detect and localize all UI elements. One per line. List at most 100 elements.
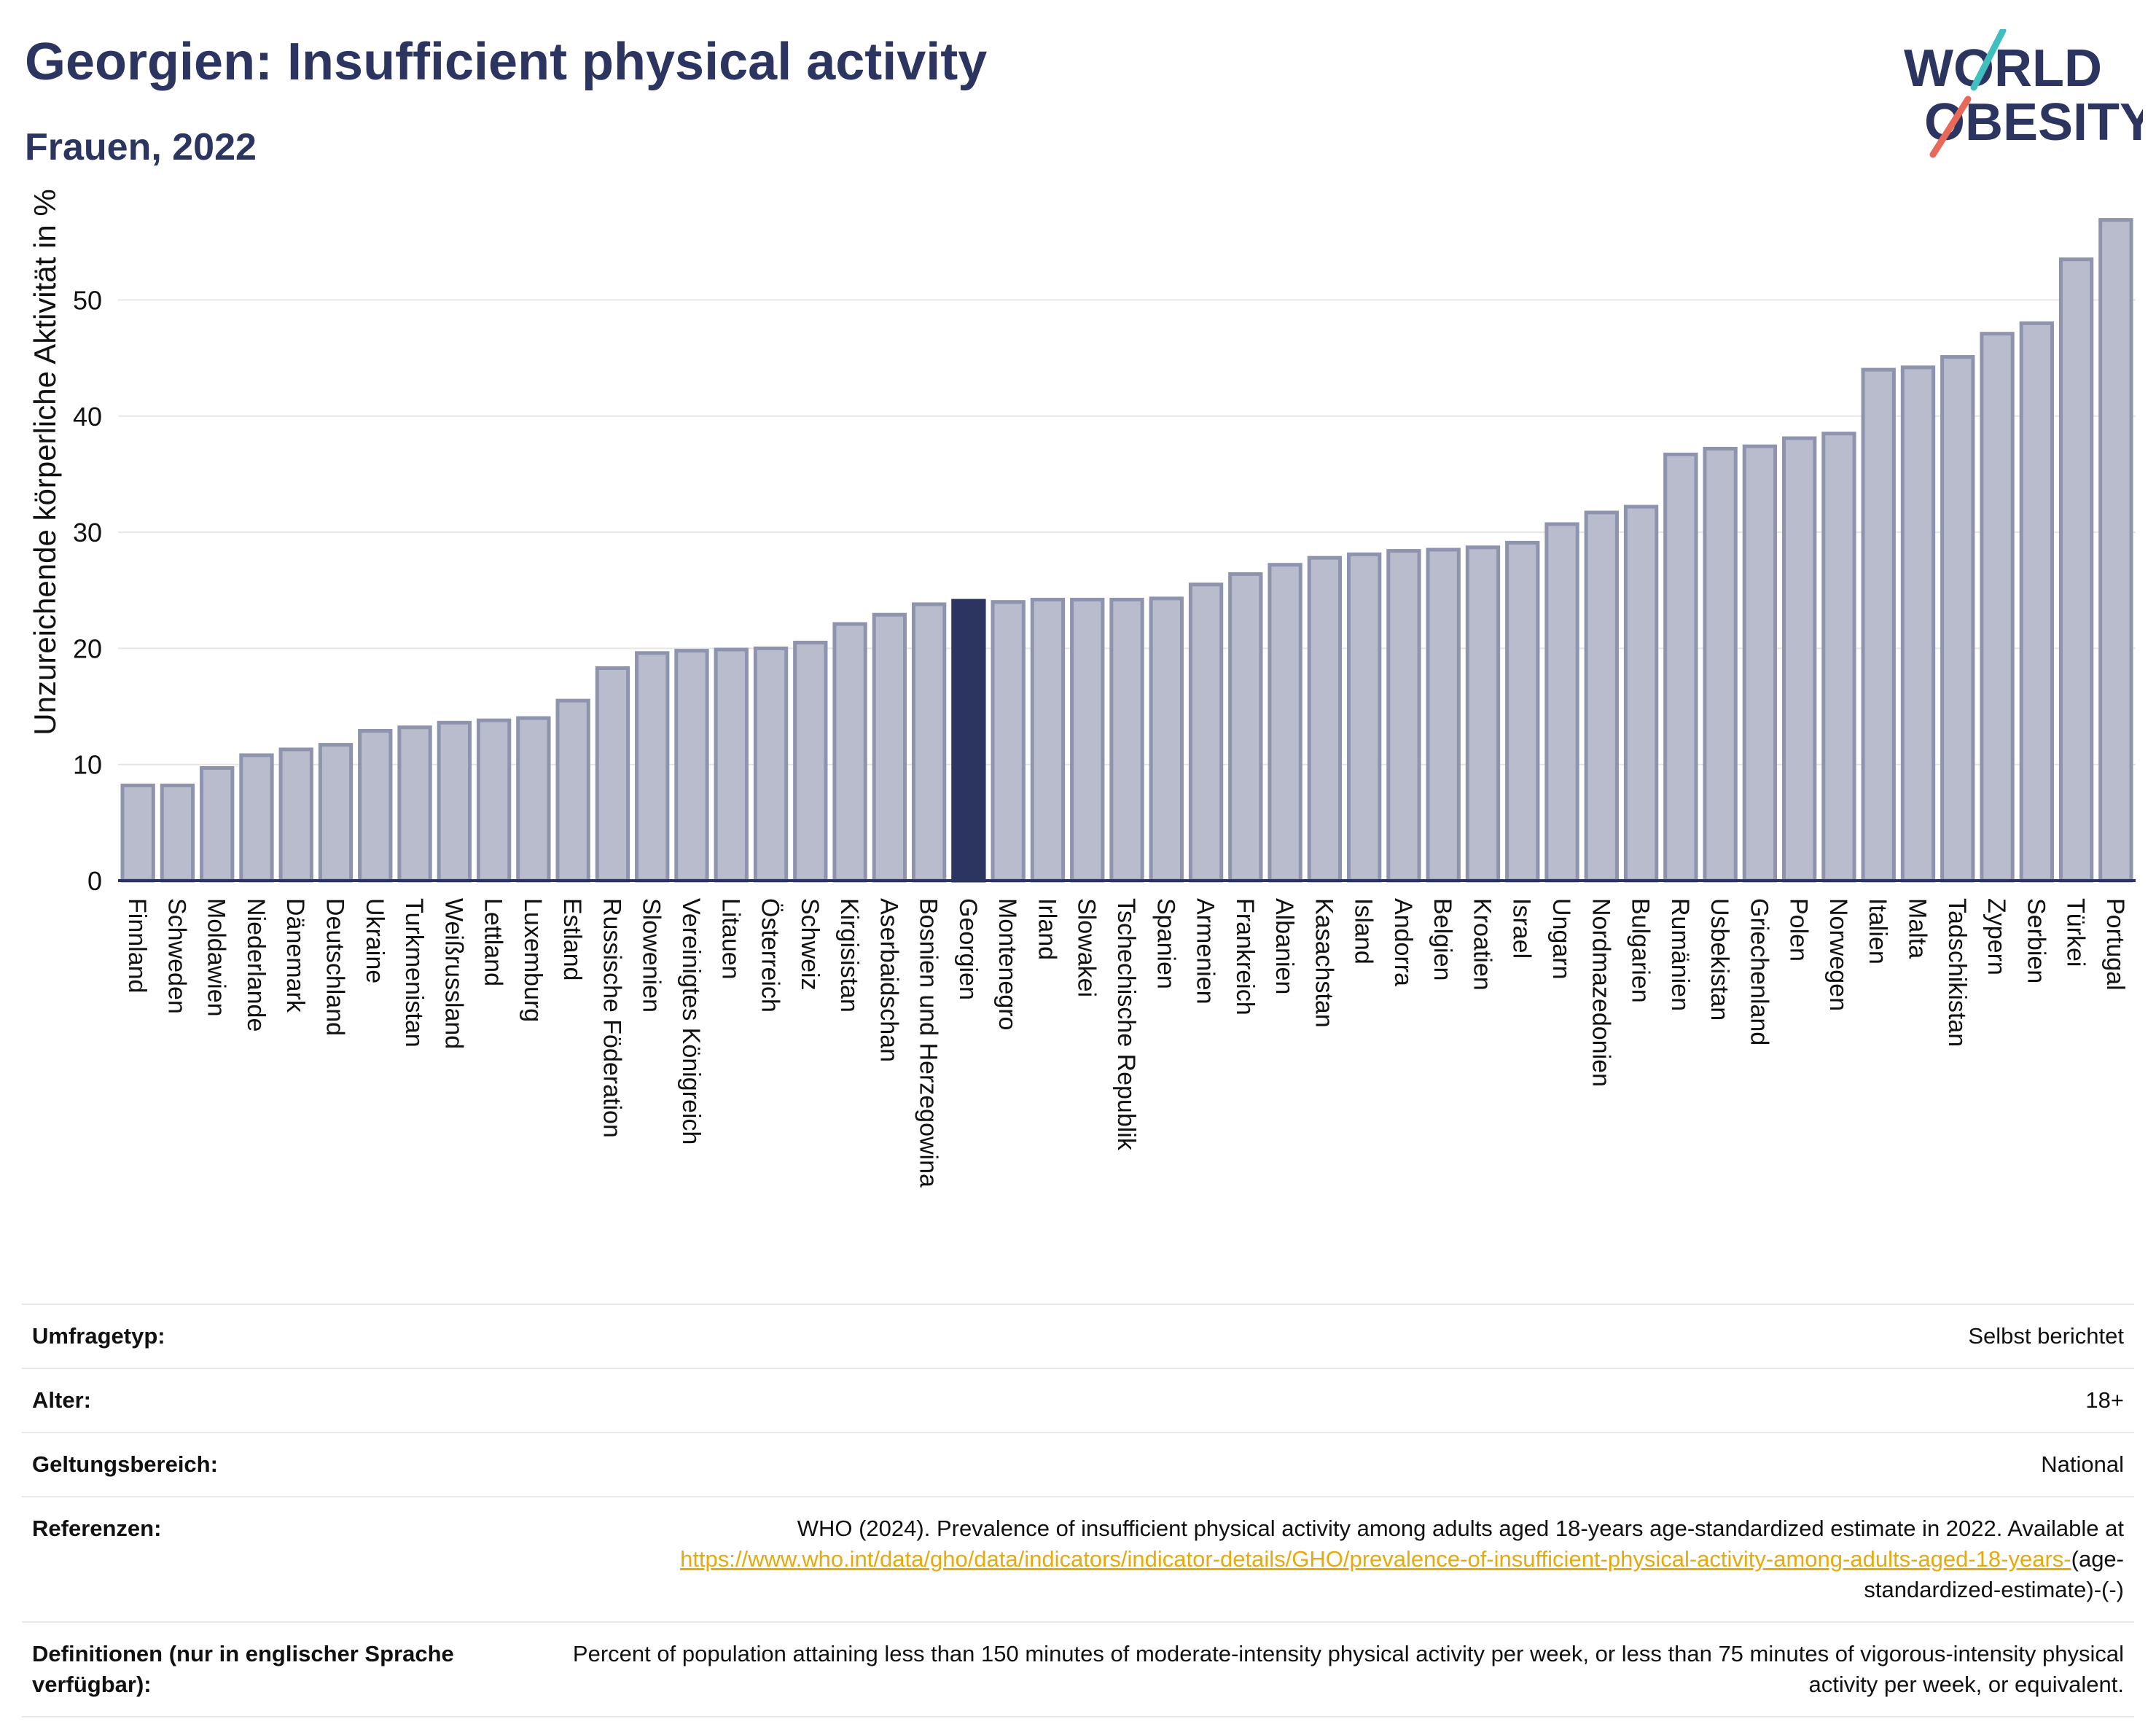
x-tick-label: Usbekistan [1706,898,1733,1021]
bar [1465,545,1501,883]
x-tick-label: Montenegro [993,898,1021,1030]
definitions-key: Definitionen (nur in englischer Sprache … [22,1621,552,1718]
bar [1505,540,1540,883]
bar [160,783,195,883]
y-axis-label: Unzureichende körperliche Aktivität in % [28,189,62,735]
bar [1149,596,1184,883]
x-tick-label: Irland [1033,898,1061,960]
x-tick-label: Griechenland [1745,898,1773,1045]
logo-line2: OBESITY [1924,93,2143,152]
bar [991,600,1026,883]
bar [397,725,432,883]
x-tick-label: Norwegen [1824,898,1852,1011]
bar [1900,365,1936,883]
x-tick-label: Weißrussland [440,898,467,1049]
x-tick-label: Kirgisistan [835,898,863,1013]
meta-value: Selbst berichtet [552,1303,2134,1369]
bar [516,716,551,883]
meta-key: Umfragetyp: [22,1303,552,1369]
bar [714,647,749,883]
y-tick-label: 50 [73,286,102,316]
x-tick-label: Andorra [1389,898,1417,986]
x-tick-label: Ukraine [361,898,388,983]
x-tick-label: Türkei [2062,898,2090,967]
bar [872,612,907,883]
bar [753,646,789,883]
bar [555,698,590,883]
y-tick-label: 0 [87,866,102,896]
meta-row-references: Referenzen: WHO (2024). Prevalence of in… [22,1496,2134,1623]
bar [793,640,828,883]
x-tick-label: Kroatien [1468,898,1496,991]
meta-key: Alter: [22,1368,552,1433]
x-tick-label: Lettland [480,898,507,986]
meta-row-scope: Geltungsbereich: National [22,1432,2134,1497]
bar [1228,572,1263,883]
x-tick-label: Slowakei [1073,898,1101,997]
bar [1188,582,1224,883]
x-tick-label: Frankreich [1231,898,1259,1015]
bar [1980,332,2015,883]
bar [595,666,630,883]
x-tick-label: Malta [1903,898,1931,959]
bar [1346,552,1382,883]
bar [358,729,393,883]
meta-value: 18+ [552,1368,2134,1433]
x-tick-label: Belgien [1429,898,1456,980]
bar [1821,432,1856,883]
bar [1109,597,1144,883]
x-tick-label: Kasachstan [1310,898,1337,1028]
bar [951,599,986,883]
x-tick-label: Österreich [757,898,784,1013]
x-tick-label: Tadschikistan [1943,898,1971,1047]
x-tick-label: Georgien [954,898,982,1000]
bar [1703,446,1738,883]
bar [476,718,512,883]
x-tick-label: Dänemark [281,898,309,1013]
references-key: Referenzen: [22,1496,552,1623]
bar [1426,547,1461,883]
x-tick-label: Italien [1864,898,1891,964]
bar [1386,549,1421,883]
bar [832,622,867,883]
world-obesity-logo: WORLD OBESITY [1904,29,2143,158]
x-tick-label: Deutschland [321,898,349,1036]
bar [1268,563,1302,883]
x-tick-label: Serbien [2022,898,2050,983]
bar [2058,257,2094,883]
logo-line1: WORLD [1904,39,2102,98]
x-tick-label: Moldawien [203,898,230,1017]
x-tick-label: Albanien [1270,898,1298,994]
references-suffix: (age-standardized-estimate)-(-) [1864,1546,2124,1602]
y-tick-label: 20 [73,633,102,663]
bar [1663,452,1698,883]
bar [1030,597,1066,883]
bar [1584,510,1619,883]
references-link[interactable]: https://www.who.int/data/gho/data/indica… [680,1546,2071,1572]
page-title: Georgien: Insufficient physical activity [25,33,988,91]
x-tick-label: Litauen [716,898,744,980]
y-tick-label: 10 [73,750,102,780]
bar [318,743,354,883]
x-tick-label: Slowenien [638,898,665,1013]
x-tick-label: Portugal [2101,898,2129,991]
logo-slash-teal [1970,29,2007,91]
x-tick-label: Schweiz [796,898,824,991]
bar [1307,555,1343,883]
bar [1070,597,1105,883]
x-tick-label: Turkmenistan [400,898,428,1048]
bar [1623,504,1659,883]
meta-row-definitions: Definitionen (nur in englischer Sprache … [22,1621,2134,1718]
bar [239,753,274,883]
bar [911,602,947,883]
x-tick-label: Niederlande [242,898,270,1032]
references-text: WHO (2024). Prevalence of insufficient p… [797,1516,2124,1541]
x-tick-label: Polen [1785,898,1813,962]
meta-row-survey-type: Umfragetyp: Selbst berichtet [22,1303,2134,1369]
x-tick-label: Schweden [163,898,190,1014]
references-value: WHO (2024). Prevalence of insufficient p… [552,1496,2134,1623]
bar [2019,321,2054,883]
definitions-value: Percent of population attaining less tha… [552,1621,2134,1718]
bar [1544,522,1579,883]
x-tick-label: Russische Föderation [598,898,625,1138]
